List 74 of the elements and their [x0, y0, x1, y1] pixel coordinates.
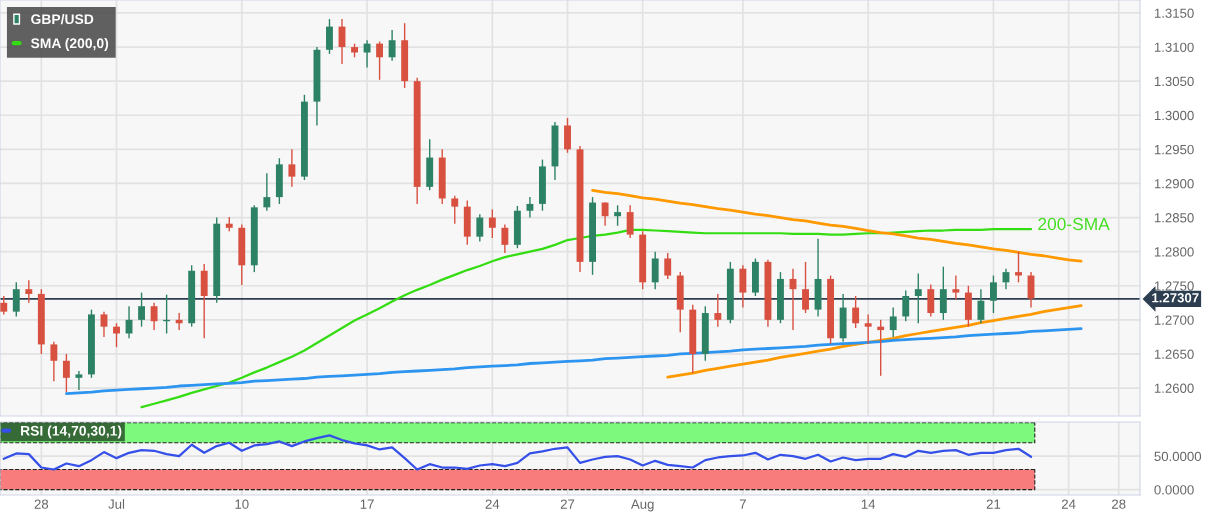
candlestick: [877, 319, 885, 377]
candlestick: [263, 172, 271, 212]
candlestick: [614, 204, 622, 227]
candlestick: [626, 204, 634, 239]
candlestick: [476, 213, 484, 243]
candlestick: [852, 295, 860, 329]
candlestick: [664, 252, 672, 280]
y-tick-label: 1.2850: [1154, 213, 1194, 223]
candlestick: [50, 340, 58, 382]
candlestick: [100, 310, 108, 338]
candlestick: [864, 313, 872, 345]
y-tick-label: 1.2700: [1154, 315, 1194, 325]
line-series: [666, 304, 1083, 379]
candlestick: [363, 39, 371, 69]
candlestick: [326, 18, 333, 55]
candlestick: [977, 288, 985, 324]
candlestick: [526, 196, 534, 219]
candlestick: [138, 291, 146, 328]
y-tick-label: 1.2950: [1154, 144, 1194, 155]
x-tick-label: 28: [1112, 499, 1126, 509]
candlestick: [0, 295, 8, 316]
candlestick: [889, 306, 897, 338]
x-tick-label: 21: [986, 499, 1001, 509]
y-tick-label: 1.2750: [1154, 281, 1194, 291]
x-tick-label: Aug: [630, 499, 654, 512]
candlestick: [952, 274, 960, 301]
candlestick: [902, 289, 910, 322]
candlestick: [488, 208, 496, 239]
x-tick-label: 7: [739, 499, 746, 509]
legend-label: RSI (14,70,30,1): [21, 425, 122, 439]
candlestick: [451, 195, 459, 225]
candlestick: [739, 264, 747, 309]
y-tick-label: 1.2800: [1154, 247, 1194, 257]
candlestick: [175, 312, 183, 331]
y-tick-label: 0.0000: [1154, 485, 1194, 495]
candlestick: [62, 353, 70, 393]
y-tick-label: 1.2650: [1154, 349, 1194, 359]
candlestick: [25, 279, 33, 304]
y-tick-label: 1.2900: [1154, 179, 1194, 189]
x-tick-label: 10: [235, 499, 249, 509]
candlestick: [914, 272, 922, 324]
candlestick: [1015, 250, 1022, 284]
candlestick: [651, 250, 659, 290]
y-tick-label: 1.3150: [1154, 8, 1194, 18]
y-tick-label: 50.0000: [1154, 451, 1202, 462]
candlestick: [564, 117, 571, 154]
legend-label: GBP/USD: [31, 13, 94, 25]
legend-label: SMA (200,0): [30, 37, 109, 51]
x-tick-label: 24: [1061, 499, 1076, 509]
y-tick-label: 1.3000: [1154, 110, 1194, 121]
annotation: 200-SMA: [1038, 217, 1110, 231]
ref-line-label: 1.27307: [1152, 293, 1199, 303]
x-tick-label: 24: [485, 499, 500, 509]
x-tick-label: 28: [34, 499, 49, 509]
candlestick: [150, 302, 158, 331]
candlestick: [376, 40, 384, 81]
x-tick-label: Jul: [108, 499, 125, 509]
x-tick-label: 17: [360, 499, 374, 509]
candlestick: [927, 283, 935, 318]
candlestick: [388, 29, 396, 62]
candlestick: [714, 293, 722, 328]
x-tick-label: 14: [861, 499, 876, 509]
candlestick: [288, 148, 296, 188]
x-tick-label: 27: [560, 499, 575, 509]
candlestick: [12, 281, 20, 318]
candlestick: [989, 274, 997, 314]
candlestick: [501, 223, 509, 254]
candlestick: [939, 265, 947, 321]
candlestick: [802, 261, 809, 314]
y-tick-label: 1.3050: [1154, 76, 1194, 87]
y-tick-label: 1.2600: [1154, 383, 1194, 393]
candlestick: [75, 370, 83, 391]
line-series: [65, 327, 1083, 395]
y-tick-label: 1.3100: [1154, 42, 1194, 52]
